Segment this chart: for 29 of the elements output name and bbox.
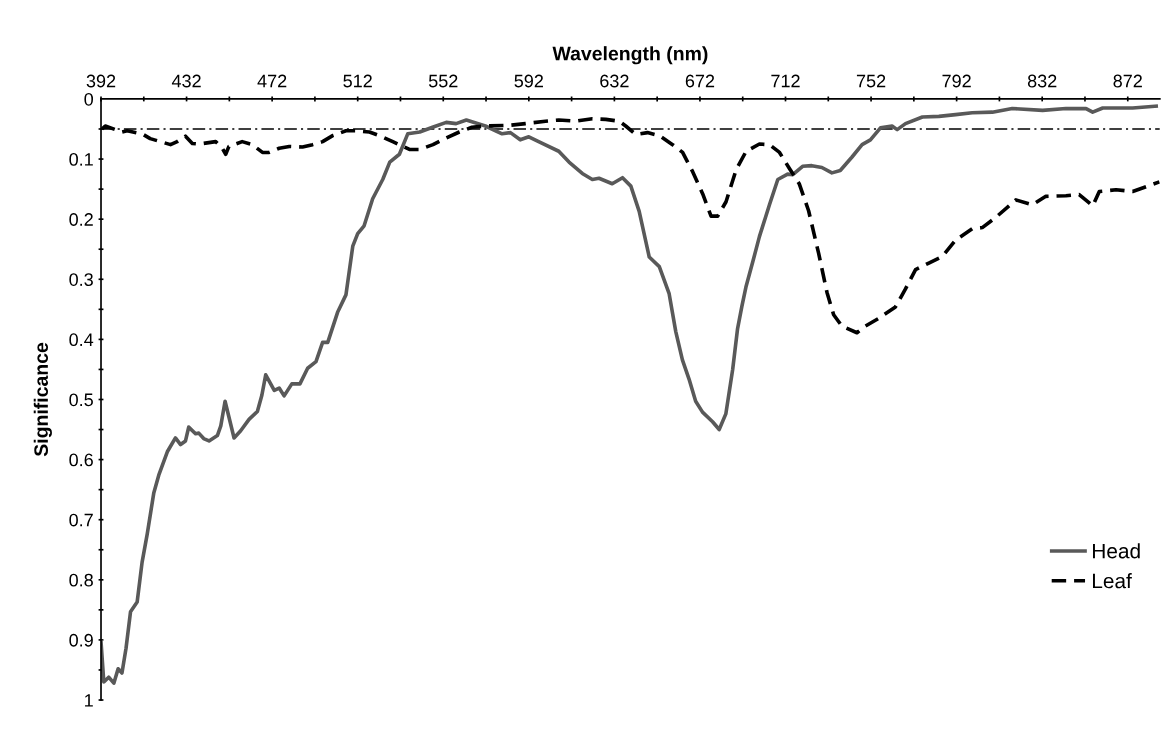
y-tick-label: 1 (85, 694, 93, 707)
y-tick-label: 0.5 (69, 393, 93, 407)
y-tick-label: 0.4 (69, 333, 94, 347)
x-tick-label: 672 (685, 74, 715, 88)
y-tick-label: 0.9 (69, 633, 93, 647)
x-tick-label: 632 (600, 74, 629, 88)
x-tick-label: 872 (1113, 74, 1142, 88)
legend-label: Leaf (1093, 573, 1132, 589)
x-tick-label: 392 (86, 74, 116, 88)
x-tick-label: 712 (771, 74, 800, 88)
x-tick-label: 832 (1027, 74, 1057, 88)
y-tick-label: 0.6 (69, 453, 93, 467)
y-tick-label: 0.1 (69, 153, 93, 166)
x-tick-label: 792 (942, 74, 971, 88)
x-tick-label: 472 (257, 74, 287, 88)
x-tick-label: 432 (171, 74, 201, 88)
y-tick-label: 0.3 (69, 273, 93, 286)
y-tick-label: 0.8 (69, 573, 93, 587)
y-tick-label: 0.7 (69, 513, 93, 527)
y-tick-label: 0 (84, 92, 94, 106)
line-series (101, 104, 1159, 685)
y-axis-title: Significance (33, 342, 52, 457)
x-tick-label: 592 (514, 74, 543, 88)
x-tick-label: 752 (856, 74, 886, 88)
x-axis-title: Wavelength (nm) (552, 46, 708, 65)
legend-label: Head (1093, 543, 1140, 559)
y-tick-label: 0.2 (69, 213, 93, 226)
x-tick-label: 552 (428, 74, 458, 88)
x-tick-label: 512 (343, 74, 372, 88)
